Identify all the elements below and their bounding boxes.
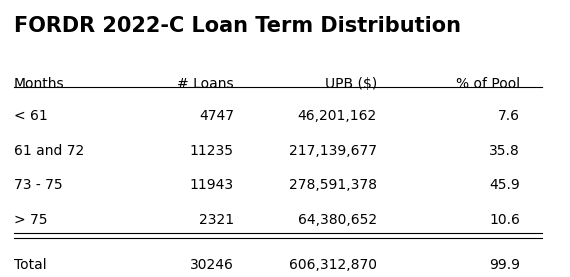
Text: 217,139,677: 217,139,677 [289, 144, 377, 158]
Text: 30246: 30246 [190, 258, 234, 272]
Text: 73 - 75: 73 - 75 [14, 178, 62, 192]
Text: 11943: 11943 [190, 178, 234, 192]
Text: # Loans: # Loans [177, 77, 234, 91]
Text: UPB ($): UPB ($) [325, 77, 377, 91]
Text: 45.9: 45.9 [490, 178, 520, 192]
Text: Total: Total [14, 258, 46, 272]
Text: 99.9: 99.9 [489, 258, 520, 272]
Text: 61 and 72: 61 and 72 [14, 144, 84, 158]
Text: 606,312,870: 606,312,870 [289, 258, 377, 272]
Text: 35.8: 35.8 [490, 144, 520, 158]
Text: 10.6: 10.6 [489, 213, 520, 227]
Text: 278,591,378: 278,591,378 [289, 178, 377, 192]
Text: 64,380,652: 64,380,652 [298, 213, 377, 227]
Text: FORDR 2022-C Loan Term Distribution: FORDR 2022-C Loan Term Distribution [14, 16, 461, 36]
Text: 46,201,162: 46,201,162 [298, 109, 377, 123]
Text: Months: Months [14, 77, 64, 91]
Text: 7.6: 7.6 [498, 109, 520, 123]
Text: 2321: 2321 [199, 213, 234, 227]
Text: 4747: 4747 [199, 109, 234, 123]
Text: 11235: 11235 [190, 144, 234, 158]
Text: % of Pool: % of Pool [456, 77, 520, 91]
Text: < 61: < 61 [14, 109, 47, 123]
Text: > 75: > 75 [14, 213, 47, 227]
